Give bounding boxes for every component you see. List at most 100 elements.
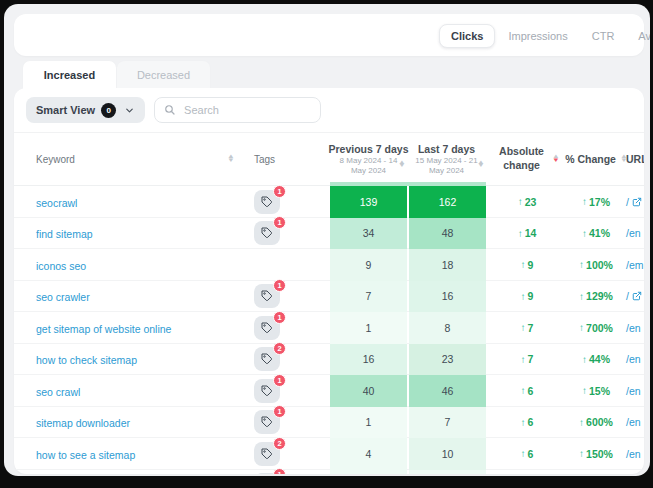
last-7-days-cell: 23 [409,344,486,376]
last-7-days-cell: 48 [409,218,486,250]
table-row: how to see a sitemap 2 4 10 ↑6 ↑150% /en [14,438,644,470]
tag-count-badge: 1 [273,311,286,324]
up-arrow-icon: ↑ [579,322,584,333]
prev-7-days-cell: 1 [330,407,407,439]
tag-icon [261,385,273,397]
keyword-link[interactable]: sitemap downloader [36,417,130,429]
sort-icon-percent-change[interactable]: ▲▼ [621,155,627,162]
up-arrow-icon: ↑ [521,417,526,428]
tab-decreased[interactable]: Decreased [117,60,211,89]
up-arrow-icon: ↑ [521,291,526,302]
column-header-last-range: 15 May 2024 - 21 May 2024 [414,156,480,176]
tag-button[interactable]: 2 [254,442,280,466]
tag-icon [261,290,273,302]
metric-tab-avg-position[interactable]: Avg Position [627,25,650,47]
table-row: seocrawl 1 139 162 ↑23 ↑17% / [14,186,644,218]
keyword-link[interactable]: find sitemap [36,228,93,240]
tag-count-badge: 1 [273,185,286,198]
url-link[interactable]: /en [626,353,641,365]
column-header-percent-change: % Change [565,153,616,165]
tab-increased[interactable]: Increased [22,60,117,89]
chevron-down-icon [124,105,135,116]
external-link-icon[interactable] [632,291,642,301]
keyword-link[interactable]: iconos seo [36,260,86,272]
url-link[interactable]: /en [626,385,641,397]
tag-button[interactable]: 1 [254,473,280,474]
keyword-link[interactable]: how to check sitemap [36,354,137,366]
tag-count-badge: 1 [273,374,286,387]
up-arrow-icon: ↑ [579,291,584,302]
url-link[interactable]: /en [626,227,641,239]
keyword-link[interactable]: seo crawler [36,291,90,303]
column-header-keyword: Keyword [36,154,75,165]
percent-change-cell: ↑600% [568,416,624,428]
up-arrow-icon: ↑ [582,196,587,207]
absolute-change-cell: ↑6 [486,385,568,397]
up-arrow-icon: ↑ [518,228,523,239]
url-link[interactable]: /en [626,416,641,428]
smart-view-count-badge: 0 [101,103,116,118]
tag-count-badge: 2 [273,342,286,355]
percent-change-cell: ↑41% [568,227,624,239]
tag-count-badge: 1 [273,279,286,292]
percent-change-cell: ↑700% [568,322,624,334]
prev-7-days-cell: 7 [330,281,407,313]
percent-change-cell: ↑15% [568,385,624,397]
keyword-link[interactable]: seocrawl [36,197,77,209]
sort-icon-keyword[interactable]: ▲▼ [228,155,234,162]
table-row: 1 [14,470,644,475]
up-arrow-icon: ↑ [521,259,526,270]
url-link[interactable]: / [626,290,629,302]
sort-icon-previous[interactable]: ▲▼ [399,161,405,168]
table-row: sitemap downloader 1 1 7 ↑6 ↑600% /en [14,407,644,439]
column-header-last-7-days: Last 7 days [418,143,475,155]
absolute-change-cell: ↑14 [486,227,568,239]
tag-count-badge: 1 [273,216,286,229]
prev-7-days-cell [330,470,407,475]
smart-view-label: Smart View [36,104,95,116]
tag-count-badge: 1 [273,405,286,418]
smart-view-dropdown[interactable]: Smart View 0 [26,97,145,123]
external-link-icon[interactable] [632,197,642,207]
tag-count-badge: 1 [273,468,286,474]
prev-7-days-cell: 40 [330,375,407,407]
tag-count-badge: 2 [273,437,286,450]
tag-button[interactable]: 1 [254,410,280,434]
tag-button[interactable]: 1 [254,316,280,340]
keyword-link[interactable]: get sitemap of website online [36,323,171,335]
sort-icon-last[interactable]: ▲▼ [478,161,484,168]
tag-button[interactable]: 1 [254,221,280,245]
tag-icon [261,448,273,460]
search-input[interactable] [182,103,311,117]
url-link[interactable]: /em [626,259,644,271]
keyword-link[interactable]: how to see a sitemap [36,449,135,461]
table-row: seo crawler 1 7 16 ↑9 ↑129% / [14,281,644,313]
table-row: find sitemap 1 34 48 ↑14 ↑41% /en [14,218,644,250]
absolute-change-cell: ↑9 [486,290,568,302]
tag-icon [261,353,273,365]
up-arrow-icon: ↑ [579,259,584,270]
up-arrow-icon: ↑ [521,385,526,396]
keyword-link[interactable]: seo crawl [36,386,80,398]
tag-button[interactable]: 2 [254,347,280,371]
tag-button[interactable]: 1 [254,379,280,403]
last-7-days-cell: 10 [409,438,486,470]
metric-tab-ctr[interactable]: CTR [581,25,626,47]
url-link[interactable]: / [626,196,629,208]
prev-7-days-cell: 9 [330,249,407,281]
prev-7-days-cell: 34 [330,218,407,250]
tag-icon [261,416,273,428]
url-link[interactable]: /en [626,448,641,460]
absolute-change-cell: ↑6 [486,416,568,428]
up-arrow-icon: ↑ [582,354,587,365]
url-link[interactable]: /en [626,322,641,334]
last-7-days-cell: 16 [409,281,486,313]
metric-tab-clicks[interactable]: Clicks [439,24,495,48]
metric-tab-impressions[interactable]: Impressions [497,25,578,47]
absolute-change-cell: ↑23 [486,196,568,208]
tag-button[interactable]: 1 [254,284,280,308]
up-arrow-icon: ↑ [521,448,526,459]
sort-icon-absolute-change[interactable]: ▲▼ [553,155,559,162]
tag-button[interactable]: 1 [254,190,280,214]
percent-change-cell: ↑17% [568,196,624,208]
